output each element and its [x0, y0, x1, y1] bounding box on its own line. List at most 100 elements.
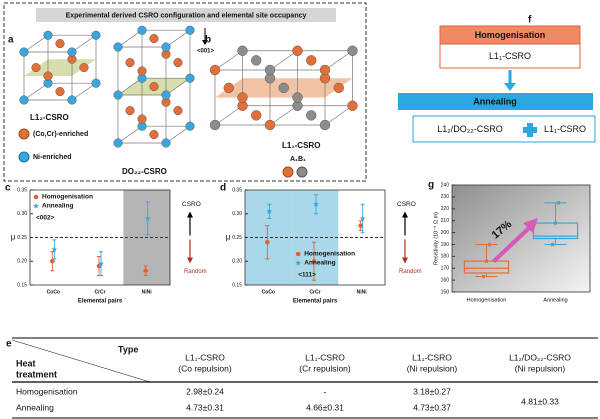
label: <001>	[197, 49, 215, 55]
y-tick-label: 0.20	[232, 259, 242, 265]
legend-label: Annealing	[304, 260, 335, 267]
lattice-edge	[23, 82, 49, 101]
atom	[209, 64, 221, 76]
y-tick-label: 0.35	[17, 187, 27, 193]
y-tick-label: 180	[441, 254, 450, 260]
label: Ni-enriched	[33, 154, 72, 161]
x-tick-label: NiNi	[142, 289, 153, 295]
atom	[161, 138, 171, 148]
atom	[319, 64, 331, 76]
lattice-edge	[117, 125, 143, 144]
atom	[125, 106, 135, 116]
atom	[113, 42, 123, 52]
lattice-edge	[269, 50, 298, 71]
x-axis-label: Elemental pairs	[78, 299, 123, 305]
lattice-edge	[117, 29, 143, 48]
atom	[161, 42, 171, 52]
panel-label: d	[220, 183, 226, 194]
y-tick-label: 0.25	[232, 235, 242, 241]
diagonal	[11, 339, 151, 383]
marker	[312, 201, 320, 207]
y-tick-label: 190	[441, 242, 450, 248]
upper-label: CSRO	[397, 201, 416, 208]
atom	[149, 82, 159, 92]
atom	[347, 100, 358, 111]
plus-icon	[523, 123, 537, 137]
cell: 4.66±0.31	[306, 402, 344, 412]
atom	[55, 87, 65, 97]
atom	[264, 64, 276, 76]
dashed-frame	[3, 2, 367, 182]
column-header: (Cr repulsion)	[299, 363, 351, 373]
atom	[43, 71, 53, 81]
point	[481, 274, 486, 279]
label: A₁B₁	[290, 156, 306, 163]
y-tick-label: 150	[441, 289, 450, 295]
cell: 3.18±0.27	[413, 386, 451, 396]
y-tick-label: 210	[441, 218, 450, 224]
atom	[113, 90, 123, 100]
atom	[292, 45, 303, 56]
atom	[278, 82, 289, 94]
atom	[185, 73, 195, 83]
atom	[292, 92, 303, 103]
column-header: (Ni repulsion)	[515, 363, 566, 373]
legend-label: Annealing	[42, 203, 73, 210]
lattice-edge	[71, 34, 97, 53]
column-header: L1₁-CSRO	[305, 352, 345, 362]
lattice-edge	[165, 125, 191, 144]
x-tick-label: CoCo	[47, 289, 60, 295]
row-header: Annealing	[16, 402, 54, 412]
marker	[358, 223, 363, 228]
label: Homogenisation	[475, 30, 546, 40]
legend-marker	[32, 202, 40, 209]
atom	[31, 63, 41, 73]
y-tick-label: 0.15	[232, 282, 242, 288]
atom	[137, 25, 147, 35]
x-axis-label: Elemental pairs	[293, 299, 338, 305]
lattice-edge	[165, 77, 191, 96]
atom	[19, 95, 29, 105]
header: Heat	[16, 358, 36, 368]
marker	[311, 258, 317, 264]
lattice-edge	[324, 50, 353, 71]
lower-label: Random	[184, 269, 207, 275]
lattice-edge	[214, 105, 243, 126]
atom	[223, 82, 234, 94]
upper-label: CSRO	[182, 201, 201, 208]
label: L1₂/DO₂₂-CSRO	[437, 124, 503, 134]
legend-label: Homogenisation	[304, 251, 355, 258]
marker	[143, 268, 148, 274]
cell: 4.73±0.37	[413, 402, 451, 412]
header: Type	[118, 344, 138, 354]
point	[556, 201, 561, 205]
atom	[161, 90, 171, 100]
arrow-head	[187, 211, 193, 218]
atom	[19, 47, 29, 57]
cell: 4.73±0.31	[186, 402, 224, 412]
y-tick-label: 0.30	[17, 211, 27, 217]
atom	[306, 110, 317, 121]
label: (Co,Cr)-enriched	[33, 131, 88, 138]
y-axis-label: μ	[226, 233, 231, 242]
y-tick-label: 240	[441, 182, 450, 188]
atom	[91, 78, 101, 88]
marker	[51, 246, 58, 252]
atom	[137, 66, 147, 76]
atom	[209, 119, 221, 131]
marker	[50, 258, 55, 264]
column-header: (Ni repulsion)	[407, 363, 458, 373]
legend-dot	[282, 166, 294, 178]
x-tick-label: CrCr	[94, 289, 105, 295]
atom	[67, 47, 77, 57]
atom	[237, 45, 248, 56]
plot-frame	[451, 184, 591, 293]
atom	[319, 119, 331, 131]
panel-label: f	[528, 15, 532, 26]
lattice-edge	[324, 105, 353, 126]
atom	[125, 58, 135, 68]
atom	[149, 34, 159, 44]
label: L1₂-CSRO	[30, 113, 69, 122]
atom	[264, 119, 276, 131]
x-tick-label: CoCo	[262, 289, 275, 295]
